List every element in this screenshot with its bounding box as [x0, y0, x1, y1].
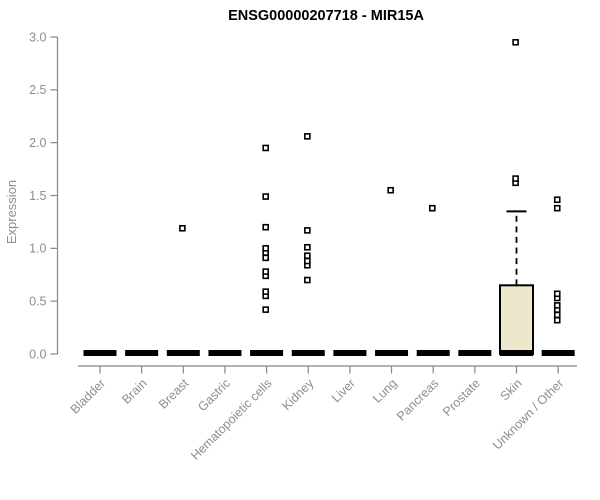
x-category-label: Gastric [195, 376, 233, 414]
outlier-point [304, 257, 311, 265]
outlier-point [553, 204, 561, 212]
outlier-point [304, 243, 311, 251]
y-tick-label: 0.5 [29, 294, 46, 308]
x-category-label: Prostate [440, 376, 483, 419]
median-bar [500, 350, 533, 356]
median-bar [458, 350, 492, 356]
outlier-point [304, 227, 311, 234]
outlier-point [179, 224, 186, 232]
median-bar [166, 350, 200, 356]
median-bar [83, 350, 117, 356]
x-category-label: Lung [370, 376, 400, 406]
x-category-label: Kidney [279, 376, 316, 413]
outlier-point [262, 223, 270, 231]
outlier-point [262, 306, 270, 313]
median-bar [333, 350, 367, 356]
outlier-point [553, 196, 561, 204]
outlier-point [512, 38, 519, 46]
median-bar [250, 350, 284, 356]
median-bar [375, 350, 409, 356]
x-category-label: Skin [498, 376, 525, 403]
y-tick-label: 1.5 [29, 189, 46, 203]
x-category-label: Pancreas [394, 376, 441, 423]
outlier-point [428, 204, 436, 212]
outlier-point [553, 302, 561, 309]
y-tick-label: 1.0 [29, 242, 46, 256]
outlier-point [512, 175, 519, 182]
x-category-label: Brain [119, 376, 150, 407]
box [499, 284, 534, 356]
y-tick-label: 2.0 [29, 136, 46, 150]
y-tick-label: 0.0 [29, 347, 46, 361]
median-bar [291, 350, 325, 356]
box-series [83, 38, 575, 356]
outlier-point [262, 254, 270, 262]
outlier-point [304, 252, 311, 260]
median-bar [541, 350, 575, 356]
chart-title: ENSG00000207718 - MIR15A [228, 8, 424, 24]
outlier-point [553, 311, 561, 319]
outlier-point [304, 133, 311, 140]
x-category-label: Bladder [68, 376, 108, 416]
median-bar [125, 350, 159, 356]
x-category-label: Liver [329, 376, 358, 405]
y-tick-label: 2.5 [29, 83, 46, 97]
outlier-point [387, 186, 394, 194]
median-bar [416, 350, 450, 356]
x-category-label: Unknown / Other [490, 376, 566, 452]
median-bar [208, 350, 242, 356]
y-axis-title: Expression [4, 180, 19, 244]
x-category-label: Breast [156, 376, 192, 412]
outlier-point [262, 288, 270, 295]
outlier-point [553, 316, 561, 324]
y-tick-label: 3.0 [29, 30, 46, 44]
axes: 0.0 0.5 1.0 1.5 2.0 2.5 3.0 Bladder Brain Breast G… [29, 30, 577, 463]
outlier-point [262, 268, 270, 275]
outlier-point [262, 144, 270, 152]
outlier-point [262, 245, 270, 252]
outlier-point [553, 290, 561, 298]
x-category-label: Hematopoietic cells [188, 376, 275, 463]
outlier-point [304, 276, 311, 284]
outlier-point [262, 193, 270, 200]
